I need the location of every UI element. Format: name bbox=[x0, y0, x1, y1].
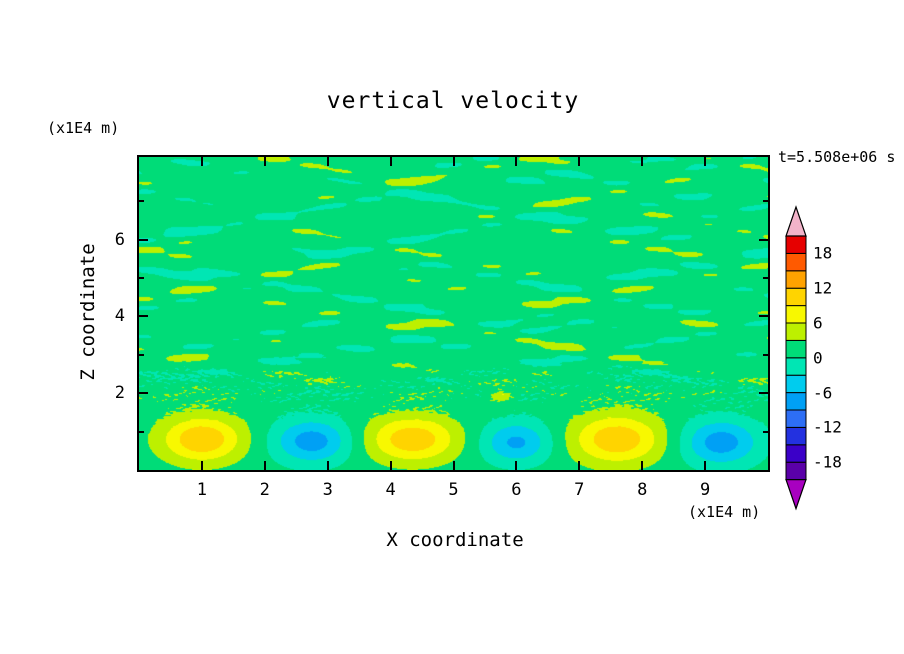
axis-tick bbox=[139, 238, 148, 241]
colorbar-cell bbox=[785, 461, 807, 481]
axis-tick bbox=[704, 157, 707, 166]
axis-tick bbox=[578, 157, 581, 166]
colorbar-cell bbox=[785, 235, 807, 254]
colorbar-label: 0 bbox=[813, 348, 823, 368]
colorbar-cell bbox=[785, 409, 807, 428]
colorbar-cell bbox=[785, 287, 807, 307]
axis-tick bbox=[763, 276, 768, 279]
axis-tick bbox=[763, 430, 768, 433]
colorbar-cell bbox=[785, 357, 807, 376]
x-tick-label: 8 bbox=[637, 480, 648, 500]
z-tick-label: 4 bbox=[114, 306, 125, 327]
z-axis-title: Z coordinate bbox=[77, 243, 99, 381]
axis-tick bbox=[763, 200, 768, 203]
colorbar-label: -6 bbox=[813, 383, 833, 403]
colorbar-top-arrow bbox=[785, 205, 807, 237]
axis-tick bbox=[139, 276, 144, 279]
axis-tick bbox=[704, 461, 707, 470]
colorbar-label: -18 bbox=[813, 452, 842, 472]
plot-frame bbox=[137, 155, 770, 472]
x-axis-title: X coordinate bbox=[386, 529, 524, 551]
axis-tick bbox=[200, 157, 203, 166]
axis-tick bbox=[139, 315, 148, 318]
colorbar-svg bbox=[785, 205, 807, 511]
z-tick-label: 6 bbox=[114, 229, 125, 250]
colorbar-cell bbox=[785, 305, 807, 324]
axis-tick bbox=[578, 461, 581, 470]
axis-tick bbox=[759, 392, 768, 395]
colorbar-cell bbox=[785, 252, 807, 272]
axis-tick bbox=[263, 157, 266, 166]
axis-tick bbox=[263, 461, 266, 470]
axis-tick bbox=[139, 200, 144, 203]
axis-tick bbox=[641, 461, 644, 470]
colorbar-cell bbox=[785, 426, 807, 446]
colorbar-cell bbox=[785, 339, 807, 359]
axis-tick bbox=[452, 461, 455, 470]
axis-tick bbox=[452, 157, 455, 166]
axis-tick bbox=[641, 157, 644, 166]
colorbar-bottom-arrow bbox=[785, 479, 807, 511]
x-tick-label: 9 bbox=[699, 480, 711, 500]
x-axis-units: (x1E4 m) bbox=[688, 503, 761, 521]
axis-tick bbox=[759, 238, 768, 241]
x-tick-label: 2 bbox=[259, 480, 270, 500]
chart-title: vertical velocity bbox=[326, 88, 580, 114]
colorbar-cell bbox=[785, 322, 807, 341]
time-annotation: t=5.508e+06 s bbox=[778, 148, 896, 166]
axis-tick bbox=[326, 461, 329, 470]
colorbar-label: 12 bbox=[813, 278, 833, 298]
colorbar-cell bbox=[785, 444, 807, 463]
axis-tick bbox=[515, 461, 518, 470]
axis-tick bbox=[326, 157, 329, 166]
colorbar-label: -12 bbox=[813, 417, 842, 437]
colorbar-cell bbox=[785, 270, 807, 289]
axis-tick bbox=[759, 315, 768, 318]
axis-tick bbox=[763, 353, 768, 356]
x-tick-label: 3 bbox=[322, 480, 333, 500]
colorbar-label: 6 bbox=[813, 313, 823, 333]
axis-tick bbox=[139, 353, 144, 356]
axis-tick bbox=[200, 461, 203, 470]
x-tick-label: 1 bbox=[196, 480, 208, 500]
colorbar-cell bbox=[785, 392, 807, 411]
axis-tick bbox=[389, 157, 392, 166]
x-tick-label: 6 bbox=[511, 480, 522, 500]
axis-tick bbox=[139, 392, 148, 395]
x-tick-label: 4 bbox=[385, 480, 396, 500]
axis-tick bbox=[515, 157, 518, 166]
colorbar-label: 18 bbox=[813, 243, 833, 263]
contour-canvas bbox=[139, 157, 768, 470]
x-tick-label: 5 bbox=[448, 480, 459, 500]
axis-tick bbox=[389, 461, 392, 470]
x-tick-label: 7 bbox=[574, 480, 585, 500]
colorbar-cell bbox=[785, 374, 807, 394]
axis-tick bbox=[139, 430, 144, 433]
z-tick-label: 2 bbox=[114, 383, 125, 404]
z-axis-units: (x1E4 m) bbox=[47, 119, 120, 137]
